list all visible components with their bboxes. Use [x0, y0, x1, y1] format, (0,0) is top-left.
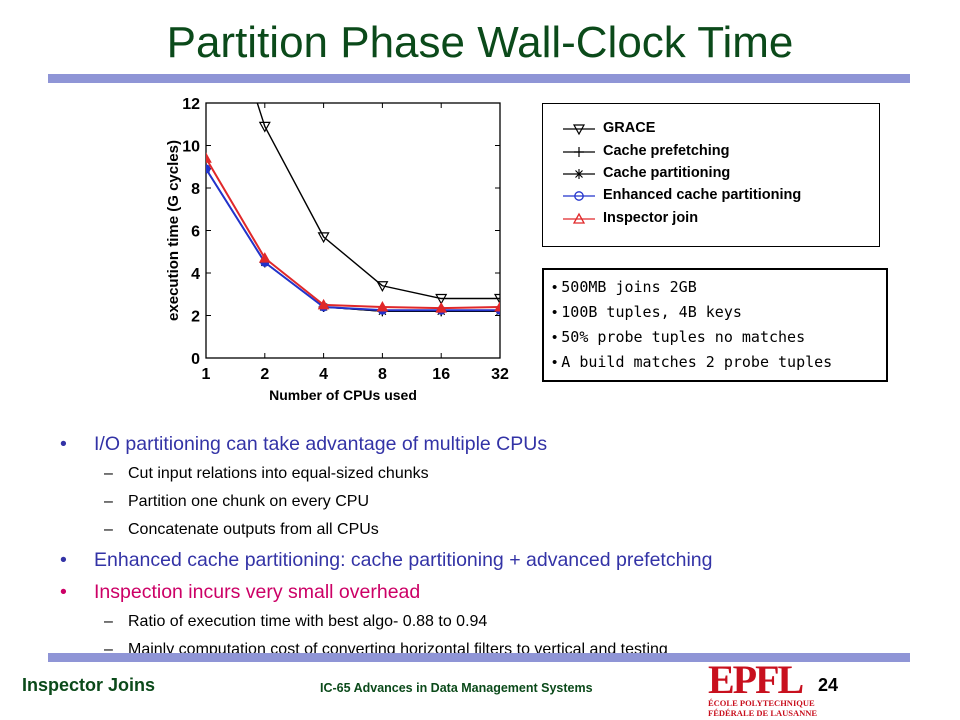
- setup-item: 50% probe tuples no matches: [552, 325, 886, 350]
- legend-marker-2: [574, 169, 584, 179]
- y-tick-label: 2: [191, 309, 200, 326]
- data-point-inspector-join: [206, 152, 212, 163]
- legend-marker-4: [572, 212, 586, 224]
- bullet-enhanced-cache-partitioning: Enhanced cache partitioning: cache parti…: [60, 544, 940, 576]
- epfl-logo: EPFL ÉCOLE POLYTECHNIQUE FÉDÉRALE DE LAU…: [708, 657, 818, 719]
- legend-marker-3: [574, 191, 584, 201]
- x-axis-label: Number of CPUs used: [269, 387, 417, 403]
- logo-mark: EPFL: [708, 657, 804, 702]
- data-point-inspector-join: [435, 302, 448, 313]
- sub-bullet: Concatenate outputs from all CPUs: [60, 516, 940, 544]
- y-tick-label: 8: [191, 181, 200, 198]
- page-number: 24: [818, 675, 839, 695]
- setup-item: A build matches 2 probe tuples: [552, 350, 886, 375]
- data-point-inspector-join: [494, 300, 500, 312]
- slide-title: Partition Phase Wall-Clock Time: [166, 18, 794, 67]
- legend-label-grace: GRACE: [603, 120, 656, 136]
- legend-label-enhanced-cache-partitioning: Enhanced cache partitioning: [603, 187, 802, 203]
- y-tick-label: 0: [191, 351, 200, 368]
- legend-label-cache-prefetching: Cache prefetching: [603, 143, 730, 159]
- y-tick-label: 4: [191, 266, 200, 283]
- y-tick-label: 6: [191, 224, 200, 241]
- data-point-series-0: [435, 293, 448, 305]
- y-tick-label: 10: [182, 139, 200, 156]
- legend-label-inspector-join: Inspector join: [603, 210, 699, 226]
- chart-legend: GRACE Cache prefetching Cache partitioni…: [542, 103, 880, 247]
- bullet-list: I/O partitioning can take advantage of m…: [60, 428, 940, 664]
- data-point-inspector-join: [317, 298, 330, 310]
- legend-marker-0: [572, 124, 586, 136]
- x-tick-label: 2: [260, 366, 269, 383]
- y-axis-label: execution time (G cycles): [165, 140, 182, 321]
- x-tick-label: 32: [491, 366, 509, 383]
- x-tick-label: 4: [319, 366, 328, 383]
- data-point-series-0: [317, 232, 330, 244]
- logo-line-1: ÉCOLE POLYTECHNIQUE: [708, 698, 815, 708]
- data-point-series-0: [376, 281, 389, 292]
- setup-item: 100B tuples, 4B keys: [552, 300, 886, 325]
- sub-bullet: Partition one chunk on every CPU: [60, 488, 940, 516]
- bottom-divider: [48, 653, 910, 662]
- data-point-series-0: [258, 121, 271, 133]
- sub-bullet: Cut input relations into equal-sized chu…: [60, 460, 940, 488]
- logo-line-2: FÉDÉRALE DE LAUSANNE: [708, 708, 818, 718]
- legend-markers: [563, 124, 595, 224]
- x-tick-label: 8: [378, 366, 387, 383]
- top-divider: [48, 74, 910, 83]
- y-tick-label: 12: [182, 96, 200, 113]
- series-line-4: [206, 157, 500, 310]
- footer-course-topic: Inspector Joins: [22, 675, 156, 695]
- data-point-inspector-join: [376, 300, 389, 312]
- setup-item: 500MB joins 2GB: [552, 275, 886, 300]
- bullet-io-partitioning: I/O partitioning can take advantage of m…: [60, 428, 940, 460]
- data-point-inspector-join: [258, 252, 271, 263]
- data-point-enhanced-cache-partitioning: [206, 164, 211, 174]
- legend-label-cache-partitioning: Cache partitioning: [603, 165, 731, 181]
- data-point-series-0: [493, 293, 500, 305]
- plot-frame: [205, 102, 501, 359]
- experiment-setup-box: 500MB joins 2GB 100B tuples, 4B keys 50%…: [542, 268, 888, 382]
- x-tick-label: 16: [432, 366, 450, 383]
- x-tick-label: 1: [202, 366, 211, 383]
- legend-marker-1: [574, 147, 584, 157]
- bullet-inspection-overhead: Inspection incurs very small overhead: [60, 576, 940, 608]
- series-line-3: [206, 168, 500, 312]
- series-line-0: [256, 103, 500, 300]
- sub-bullet: Ratio of execution time with best algo- …: [60, 608, 940, 636]
- plot-area: [206, 103, 500, 317]
- footer-course-name: IC-65 Advances in Data Management System…: [320, 681, 593, 695]
